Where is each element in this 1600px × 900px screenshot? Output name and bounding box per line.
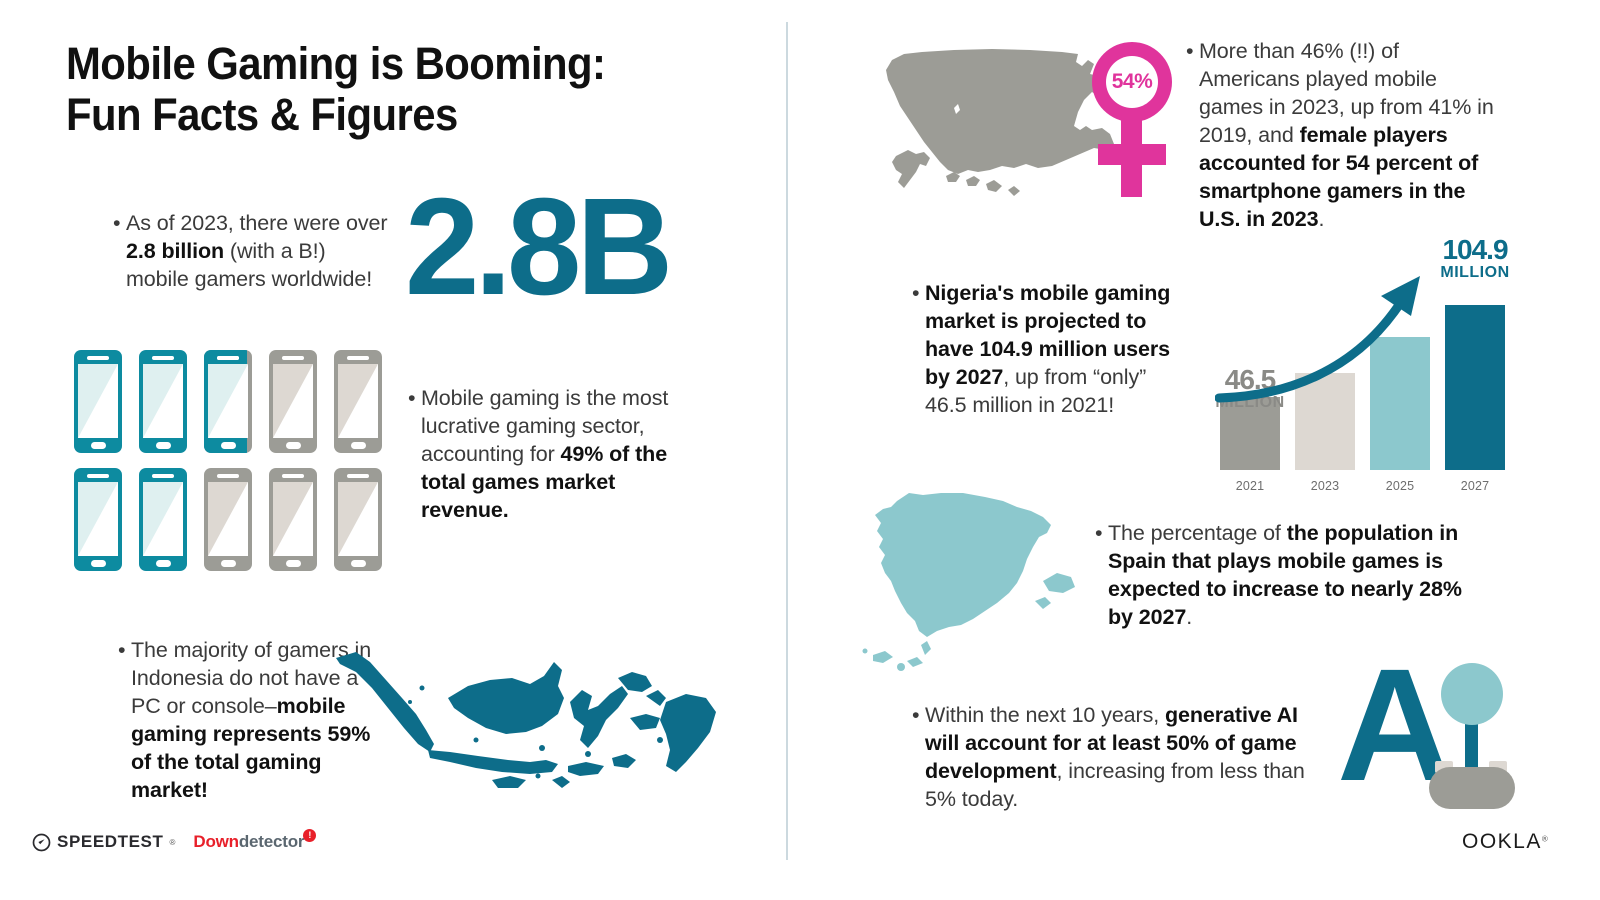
fact-spain: • The percentage of the population in Spa… [1095, 520, 1490, 632]
united-states-map [886, 49, 1114, 196]
downdetector-logo: Down detector! [193, 828, 317, 852]
female-symbol-icon: 54% [1083, 42, 1181, 197]
fact-market-revenue-part1: Mobile gaming is the most lucrative gami… [421, 386, 669, 466]
downdetector-down: Down [193, 832, 239, 851]
bullet-icon: • [408, 386, 416, 410]
xtick-2023: 2023 [1310, 479, 1340, 493]
fact-spain-part2: . [1186, 604, 1193, 629]
fact-nigeria-bold1: Nigeria's mobile gaming market is projec… [925, 281, 1171, 389]
bar-2027 [1445, 305, 1505, 470]
nigeria-bar-chart: 2021 2023 2025 2027 46.5 MILLION 104.9 M… [1215, 236, 1509, 495]
bar-2025 [1370, 337, 1430, 470]
fact-ai-part2: , increasing from less than 5% today. [925, 758, 1305, 811]
fact-us-players: • More than 46% (!!) of Americans played … [1186, 38, 1499, 234]
fact-nigeria-part1: , up from “only” 46.5 million in 2021! [925, 364, 1147, 417]
fact-spain-bold1: the population in Spain that plays mobil… [1108, 521, 1462, 629]
fact-spain-part1: The percentage of [1108, 521, 1287, 545]
footer-brands: SPEEDTEST ® Down detector! [32, 828, 317, 852]
female-percentage-label: 54% [1111, 70, 1153, 93]
bullet-icon: • [113, 211, 121, 235]
phone-icon [269, 350, 317, 453]
phone-icon [74, 350, 122, 453]
bullet-icon: • [1186, 39, 1194, 63]
xtick-2025: 2025 [1385, 479, 1415, 493]
downdetector-alert-badge: ! [303, 828, 317, 842]
joystick-ball [1441, 663, 1503, 725]
phone-icon [334, 350, 382, 453]
fact-generative-ai: • Within the next 10 years, generative AI… [912, 702, 1315, 814]
ookla-wordmark: OOKLA [1462, 830, 1542, 853]
value-label-2027-number: 104.9 [1442, 234, 1508, 265]
phone-icon [139, 468, 187, 571]
speedtest-trademark: ® [169, 837, 176, 847]
phone-icon [74, 468, 122, 571]
downdetector-detector: detector [238, 832, 305, 851]
fact-market-revenue-bold1: 49% of the total games market revenue. [421, 441, 668, 522]
phone-icon [139, 350, 187, 453]
bullet-icon: • [912, 703, 920, 727]
speedtest-logo: SPEEDTEST ® [32, 832, 175, 852]
title-line-1: Mobile Gaming is Booming: [66, 38, 606, 89]
xtick-2027: 2027 [1460, 479, 1490, 493]
title-line-2: Fun Facts & Figures [66, 89, 458, 141]
indonesia-map [336, 652, 716, 788]
phone-icon [334, 468, 382, 571]
fact-total-gamers-part2: (with a B!) mobile gamers worldwide! [126, 238, 373, 291]
bullet-icon: • [912, 281, 920, 305]
phone-icon [269, 468, 317, 571]
fact-total-gamers-part1: As of 2023, there were over [126, 211, 388, 235]
column-divider [786, 22, 788, 860]
speedometer-icon [32, 833, 51, 851]
phone-icon-partial [204, 350, 252, 453]
bar-2021 [1220, 397, 1280, 470]
fact-ai-bold1: generative AI will account for at least … [925, 703, 1298, 783]
value-label-2027: 104.9 MILLION [1427, 236, 1523, 281]
growth-arrow-icon [1215, 276, 1420, 403]
phone-icon [204, 468, 252, 571]
fact-us-bold1: female players accounted for 54 percent … [1199, 122, 1479, 231]
female-cross [1098, 144, 1166, 165]
fact-nigeria: • Nigeria's mobile gaming market is proje… [912, 280, 1193, 420]
bar-2023 [1295, 373, 1355, 470]
bullet-icon: • [1095, 521, 1103, 545]
xtick-2021: 2021 [1235, 479, 1265, 493]
joystick-stick [1465, 717, 1478, 783]
fact-us-part2: . [1318, 206, 1325, 231]
fact-total-gamers-bold1: 2.8 billion [126, 238, 225, 263]
phones-pictogram [74, 350, 384, 572]
female-inner-circle [1106, 56, 1158, 108]
fact-indonesia: • The majority of gamers in Indonesia do … [118, 637, 381, 805]
fact-indonesia-bold1: mobile gaming represents 59% of the tota… [131, 693, 371, 802]
joystick-base [1429, 767, 1515, 809]
fact-indonesia-part1: The majority of gamers in Indonesia do n… [131, 638, 372, 718]
fact-total-gamers: • As of 2023, there were over 2.8 billion… [113, 210, 388, 294]
fact-ai-part1: Within the next 10 years, [925, 703, 1165, 727]
page-title: Mobile Gaming is Booming: Fun Facts & Fi… [66, 38, 717, 141]
spain-map [862, 493, 1075, 671]
fact-market-revenue: • Mobile gaming is the most lucrative gam… [408, 385, 691, 525]
big-figure-2-8b: 2.8B [405, 170, 673, 324]
ookla-logo: OOKLA® [1462, 830, 1548, 854]
speedtest-wordmark: SPEEDTEST [57, 832, 164, 851]
value-label-2027-unit: MILLION [1440, 264, 1510, 281]
fact-us-part1: More than 46% (!!) of Americans played m… [1199, 39, 1494, 147]
bullet-icon: • [118, 638, 126, 662]
ai-joystick-logo: A [1337, 645, 1515, 810]
ookla-trademark: ® [1541, 834, 1548, 844]
